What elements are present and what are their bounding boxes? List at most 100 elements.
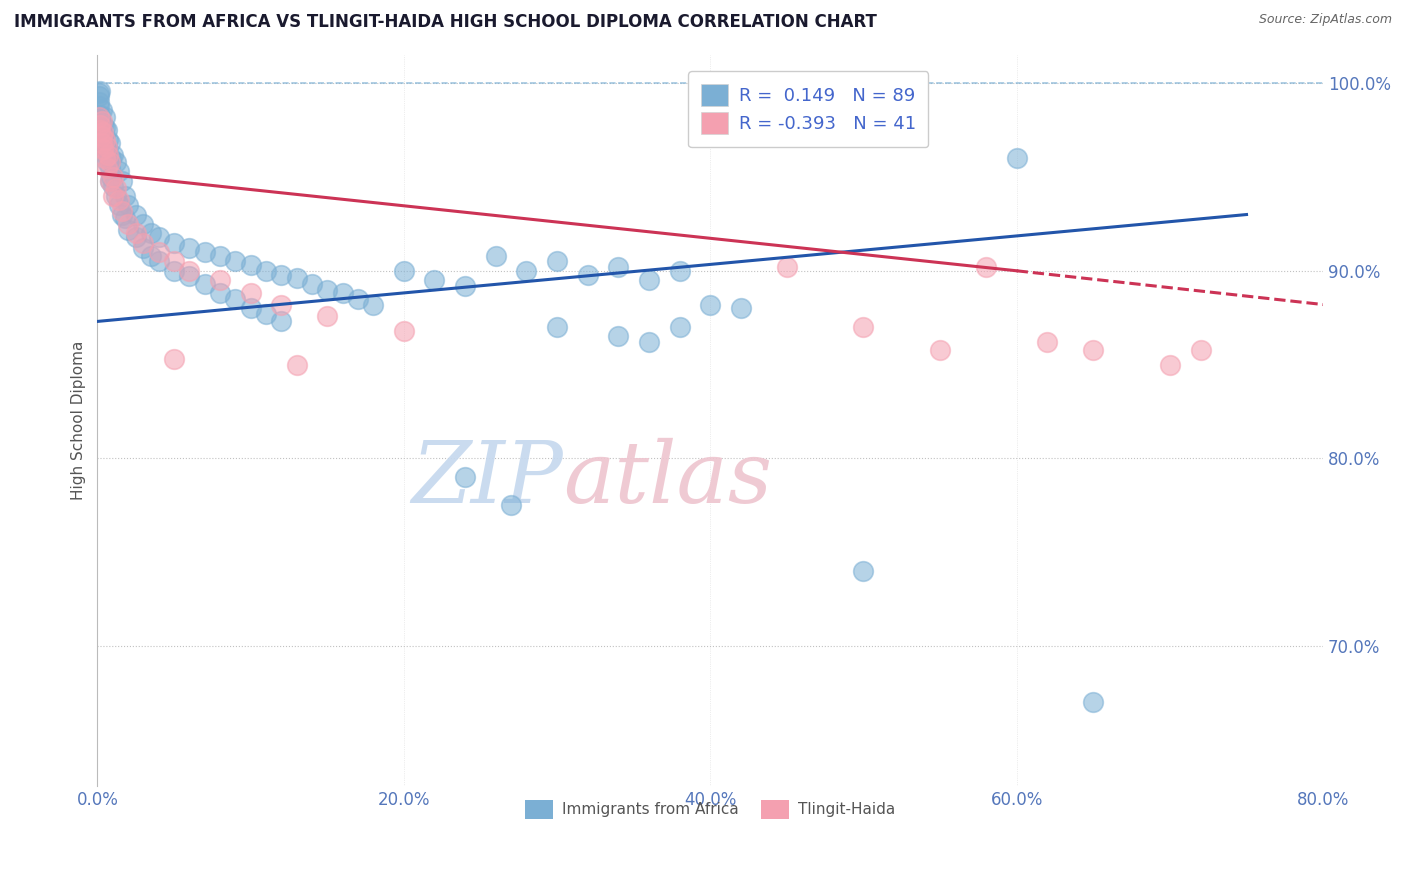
Point: [89, 118, 111, 132]
Point: [117, 217, 139, 231]
Point: [98, 155, 121, 169]
Point: [124, 230, 146, 244]
Point: [101, 169, 124, 184]
Point: [668, 264, 690, 278]
Point: [139, 227, 162, 241]
Point: [96, 161, 118, 175]
Point: [1036, 334, 1059, 349]
Point: [107, 198, 129, 212]
Point: [179, 269, 201, 284]
Point: [638, 273, 661, 287]
Point: [607, 260, 630, 274]
Point: [132, 235, 155, 250]
Point: [392, 264, 415, 278]
Point: [101, 188, 124, 202]
Point: [94, 110, 117, 124]
Point: [89, 113, 111, 128]
Point: [332, 286, 354, 301]
Point: [87, 95, 110, 109]
Point: [101, 179, 124, 194]
Point: [347, 292, 370, 306]
Point: [111, 174, 134, 188]
Point: [107, 193, 129, 207]
Y-axis label: High School Diploma: High School Diploma: [72, 341, 86, 500]
Point: [87, 110, 110, 124]
Point: [392, 324, 415, 338]
Text: Source: ZipAtlas.com: Source: ZipAtlas.com: [1258, 13, 1392, 27]
Point: [94, 121, 117, 136]
Point: [104, 181, 127, 195]
Point: [91, 103, 114, 117]
Point: [93, 136, 115, 151]
Point: [454, 470, 477, 484]
Point: [423, 273, 446, 287]
Point: [163, 264, 186, 278]
Point: [224, 254, 246, 268]
Point: [607, 329, 630, 343]
Point: [94, 151, 117, 165]
Point: [974, 260, 997, 274]
Point: [100, 169, 122, 184]
Point: [139, 249, 162, 263]
Point: [91, 123, 114, 137]
Point: [929, 343, 952, 357]
Point: [361, 297, 384, 311]
Point: [163, 351, 186, 366]
Point: [179, 264, 201, 278]
Point: [194, 277, 217, 291]
Point: [638, 334, 661, 349]
Point: [89, 84, 111, 98]
Point: [148, 230, 170, 244]
Point: [111, 203, 134, 218]
Point: [1083, 695, 1105, 709]
Point: [93, 125, 115, 139]
Point: [254, 307, 277, 321]
Point: [97, 132, 120, 146]
Point: [89, 108, 111, 122]
Point: [98, 174, 121, 188]
Point: [1083, 343, 1105, 357]
Point: [96, 155, 118, 169]
Point: [93, 142, 115, 156]
Point: [239, 258, 262, 272]
Point: [208, 286, 231, 301]
Legend: Immigrants from Africa, Tlingit-Haida: Immigrants from Africa, Tlingit-Haida: [517, 792, 903, 826]
Point: [485, 249, 508, 263]
Point: [285, 271, 308, 285]
Point: [93, 118, 115, 132]
Point: [224, 292, 246, 306]
Point: [91, 113, 114, 128]
Point: [515, 264, 537, 278]
Point: [454, 278, 477, 293]
Point: [98, 161, 121, 175]
Point: [111, 208, 134, 222]
Point: [285, 358, 308, 372]
Point: [104, 155, 127, 169]
Point: [270, 297, 292, 311]
Point: [97, 151, 120, 165]
Point: [668, 320, 690, 334]
Point: [301, 277, 323, 291]
Point: [124, 227, 146, 241]
Point: [101, 147, 124, 161]
Point: [94, 132, 117, 146]
Point: [546, 320, 568, 334]
Point: [852, 320, 875, 334]
Point: [699, 297, 721, 311]
Point: [270, 314, 292, 328]
Point: [208, 273, 231, 287]
Point: [114, 211, 136, 226]
Point: [114, 188, 136, 202]
Point: [776, 260, 799, 274]
Point: [208, 249, 231, 263]
Point: [96, 123, 118, 137]
Point: [96, 142, 118, 156]
Point: [239, 301, 262, 316]
Point: [96, 140, 118, 154]
Point: [730, 301, 752, 316]
Point: [194, 245, 217, 260]
Point: [124, 208, 146, 222]
Point: [98, 174, 121, 188]
Point: [1159, 358, 1181, 372]
Point: [93, 128, 115, 143]
